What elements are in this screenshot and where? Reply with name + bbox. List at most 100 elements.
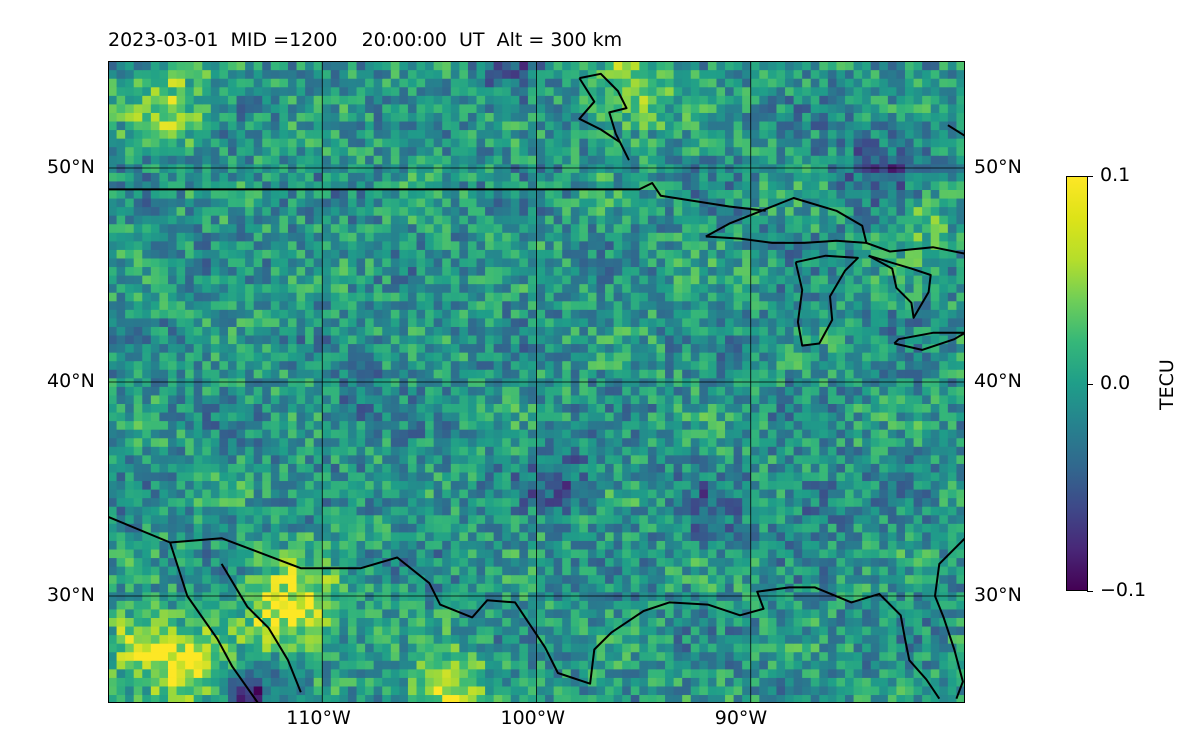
heatmap-cell [956, 600, 965, 610]
heatmap-cell [305, 574, 315, 584]
heatmap-cell [193, 394, 203, 404]
heatmap-cell [759, 463, 769, 473]
heatmap-cell [947, 309, 958, 319]
heatmap-cell [802, 352, 812, 362]
heatmap-cell [459, 677, 469, 687]
heatmap-cell [887, 557, 898, 567]
heatmap-cell [450, 317, 460, 327]
heatmap-cell [750, 300, 760, 310]
heatmap-cell [905, 386, 915, 396]
heatmap-cell [733, 583, 743, 593]
heatmap-cell [562, 677, 572, 687]
heatmap-cell [279, 437, 289, 447]
heatmap-cell [579, 617, 589, 627]
heatmap-cell [553, 540, 563, 550]
heatmap-cell [579, 309, 589, 319]
heatmap-cell [142, 420, 152, 430]
heatmap-cell [956, 429, 965, 439]
heatmap-cell [193, 420, 203, 430]
heatmap-cell [287, 360, 298, 370]
heatmap-cell [527, 531, 538, 541]
heatmap-cell [827, 540, 838, 550]
heatmap-cell [827, 660, 838, 670]
heatmap-cell [587, 685, 598, 696]
heatmap-cell [913, 317, 923, 327]
heatmap-cell [510, 283, 520, 293]
heatmap-cell [253, 317, 263, 327]
heatmap-cell [579, 437, 589, 447]
heatmap-cell [733, 489, 743, 499]
heatmap-cell [939, 540, 949, 550]
heatmap-cell [476, 300, 486, 310]
heatmap-cell [716, 403, 726, 413]
heatmap-cell [390, 489, 400, 499]
heatmap-cell [665, 386, 675, 396]
heatmap-cell [502, 360, 512, 370]
heatmap-cell [313, 446, 323, 456]
heatmap-cell [125, 437, 135, 447]
heatmap-cell [570, 600, 580, 610]
heatmap-cell [356, 411, 366, 422]
heatmap-cell [716, 454, 726, 464]
heatmap-cell [750, 446, 760, 456]
heatmap-cell [630, 420, 640, 430]
heatmap-cell [725, 557, 735, 567]
heatmap-cell [108, 317, 118, 327]
heatmap-cell [939, 454, 949, 464]
heatmap-cell [296, 343, 306, 353]
heatmap-cell [742, 660, 752, 670]
heatmap-cell [399, 523, 409, 533]
heatmap-cell [879, 463, 889, 473]
heatmap-cell [347, 668, 358, 678]
heatmap-cell [767, 369, 778, 379]
heatmap-cell [819, 352, 829, 362]
heatmap-cell [296, 394, 306, 404]
heatmap-cell [905, 343, 915, 353]
heatmap-cell [845, 309, 855, 319]
heatmap-cell [339, 343, 349, 353]
heatmap-cell [493, 420, 503, 430]
heatmap-cell [682, 548, 692, 559]
heatmap-cell [759, 343, 769, 353]
heatmap-cell [330, 566, 340, 576]
heatmap-cell [245, 608, 255, 618]
heatmap-cell [382, 463, 392, 473]
heatmap-cell [210, 574, 221, 584]
heatmap-cell [210, 471, 221, 482]
heatmap-cell [159, 514, 169, 524]
heatmap-cell [245, 437, 255, 447]
heatmap-cell [605, 625, 615, 636]
heatmap-cell [793, 292, 803, 302]
heatmap-cell [819, 677, 829, 687]
heatmap-cell [862, 531, 872, 541]
heatmap-cell [630, 548, 640, 559]
heatmap-cell [502, 523, 512, 533]
heatmap-cell [176, 292, 186, 302]
heatmap-cell [922, 454, 932, 464]
heatmap-cell [682, 352, 692, 362]
heatmap-cell [202, 548, 212, 559]
heatmap-cell [167, 394, 178, 404]
heatmap-cell [939, 369, 949, 379]
heatmap-cell [553, 429, 563, 439]
heatmap-cell [407, 651, 418, 661]
heatmap-cell [116, 317, 126, 327]
heatmap-cell [742, 643, 752, 653]
heatmap-cell [339, 651, 349, 661]
heatmap-cell [287, 643, 298, 653]
heatmap-cell [279, 300, 289, 310]
heatmap-cell [365, 625, 375, 636]
heatmap-cell [947, 360, 958, 370]
heatmap-cell [785, 634, 795, 644]
heatmap-cell [245, 514, 255, 524]
heatmap-cell [442, 531, 452, 541]
heatmap-cell [682, 309, 692, 319]
heatmap-cell [510, 583, 520, 593]
heatmap-cell [133, 326, 143, 336]
heatmap-cell [682, 360, 692, 370]
heatmap-cell [227, 326, 238, 336]
heatmap-cell [159, 574, 169, 584]
heatmap-cell [116, 480, 126, 490]
heatmap-cell [759, 446, 769, 456]
heatmap-cell [733, 446, 743, 456]
